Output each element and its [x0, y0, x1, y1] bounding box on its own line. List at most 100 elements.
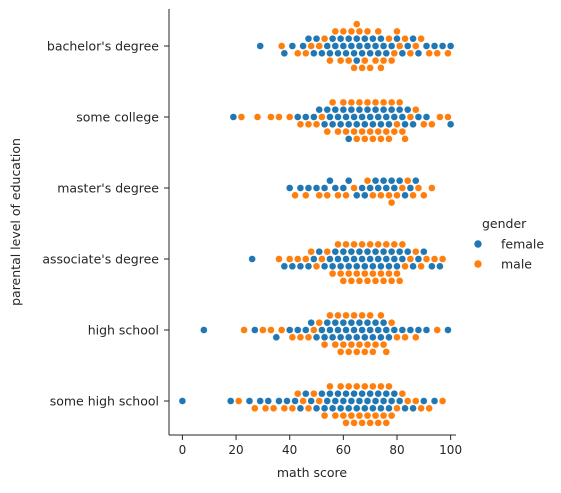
- point-male: [286, 256, 293, 263]
- point-female: [348, 398, 355, 405]
- point-male: [420, 121, 427, 128]
- point-female: [345, 263, 352, 270]
- point-male: [321, 35, 328, 42]
- point-female: [375, 50, 382, 57]
- point-male: [281, 405, 288, 412]
- point-male: [340, 28, 347, 35]
- point-female: [359, 327, 366, 334]
- point-female: [383, 390, 390, 397]
- point-female: [423, 114, 430, 121]
- point-male: [351, 185, 358, 192]
- point-female: [410, 405, 417, 412]
- point-male: [353, 348, 360, 355]
- point-female: [404, 248, 411, 255]
- point-male: [337, 270, 344, 277]
- point-male: [345, 57, 352, 64]
- point-male: [436, 114, 443, 121]
- point-male: [380, 57, 387, 64]
- point-male: [356, 28, 363, 35]
- point-female: [227, 398, 234, 405]
- point-male: [375, 241, 382, 248]
- point-male: [391, 241, 398, 248]
- point-female: [361, 35, 368, 42]
- point-male: [388, 277, 395, 284]
- point-female: [380, 106, 387, 113]
- point-male: [402, 35, 409, 42]
- point-female: [393, 35, 400, 42]
- point-female: [359, 114, 366, 121]
- point-male: [329, 99, 336, 106]
- point-male: [385, 135, 392, 142]
- x-tick-label: 40: [282, 443, 297, 457]
- point-female: [326, 177, 333, 184]
- point-female: [361, 121, 368, 128]
- point-female: [407, 185, 414, 192]
- point-male: [356, 99, 363, 106]
- point-male: [334, 128, 341, 135]
- point-female: [345, 405, 352, 412]
- point-female: [359, 256, 366, 263]
- point-female: [289, 43, 296, 50]
- point-male: [369, 270, 376, 277]
- point-male: [393, 334, 400, 341]
- point-female: [367, 50, 374, 57]
- point-female: [356, 106, 363, 113]
- point-male: [399, 241, 406, 248]
- point-female: [321, 405, 328, 412]
- point-female: [321, 185, 328, 192]
- point-male: [402, 334, 409, 341]
- point-female: [402, 121, 409, 128]
- point-female: [332, 248, 339, 255]
- point-female: [375, 256, 382, 263]
- point-female: [353, 57, 360, 64]
- point-male: [326, 312, 333, 319]
- point-male: [369, 348, 376, 355]
- point-male: [241, 327, 248, 334]
- point-female: [415, 114, 422, 121]
- point-male: [313, 263, 320, 270]
- point-male: [286, 114, 293, 121]
- point-female: [356, 248, 363, 255]
- point-male: [324, 248, 331, 255]
- point-female: [332, 319, 339, 326]
- point-female: [361, 192, 368, 199]
- point-female: [334, 50, 341, 57]
- point-male: [412, 106, 419, 113]
- point-male: [380, 277, 387, 284]
- point-male: [367, 419, 374, 426]
- point-male: [267, 327, 274, 334]
- point-male: [364, 99, 371, 106]
- point-female: [313, 334, 320, 341]
- y-ticks: bachelor's degree some college master's de…: [42, 39, 169, 409]
- point-male: [377, 135, 384, 142]
- point-male: [393, 28, 400, 35]
- legend-label-male: male: [501, 257, 532, 272]
- point-male: [340, 412, 347, 419]
- point-female: [391, 185, 398, 192]
- point-female: [305, 185, 312, 192]
- point-male: [292, 192, 299, 199]
- point-female: [324, 106, 331, 113]
- point-male: [420, 192, 427, 199]
- point-female: [364, 248, 371, 255]
- point-male: [334, 312, 341, 319]
- point-female: [396, 106, 403, 113]
- point-female: [359, 185, 366, 192]
- point-male: [377, 270, 384, 277]
- point-female: [348, 106, 355, 113]
- point-male: [367, 64, 374, 71]
- point-female: [318, 327, 325, 334]
- point-male: [399, 185, 406, 192]
- point-female: [337, 35, 344, 42]
- point-female: [380, 319, 387, 326]
- point-female: [329, 405, 336, 412]
- point-male: [275, 256, 282, 263]
- point-male: [262, 405, 269, 412]
- point-female: [334, 327, 341, 334]
- point-female: [308, 319, 315, 326]
- point-female: [324, 43, 331, 50]
- point-male: [289, 405, 296, 412]
- point-male: [340, 341, 347, 348]
- point-male: [418, 35, 425, 42]
